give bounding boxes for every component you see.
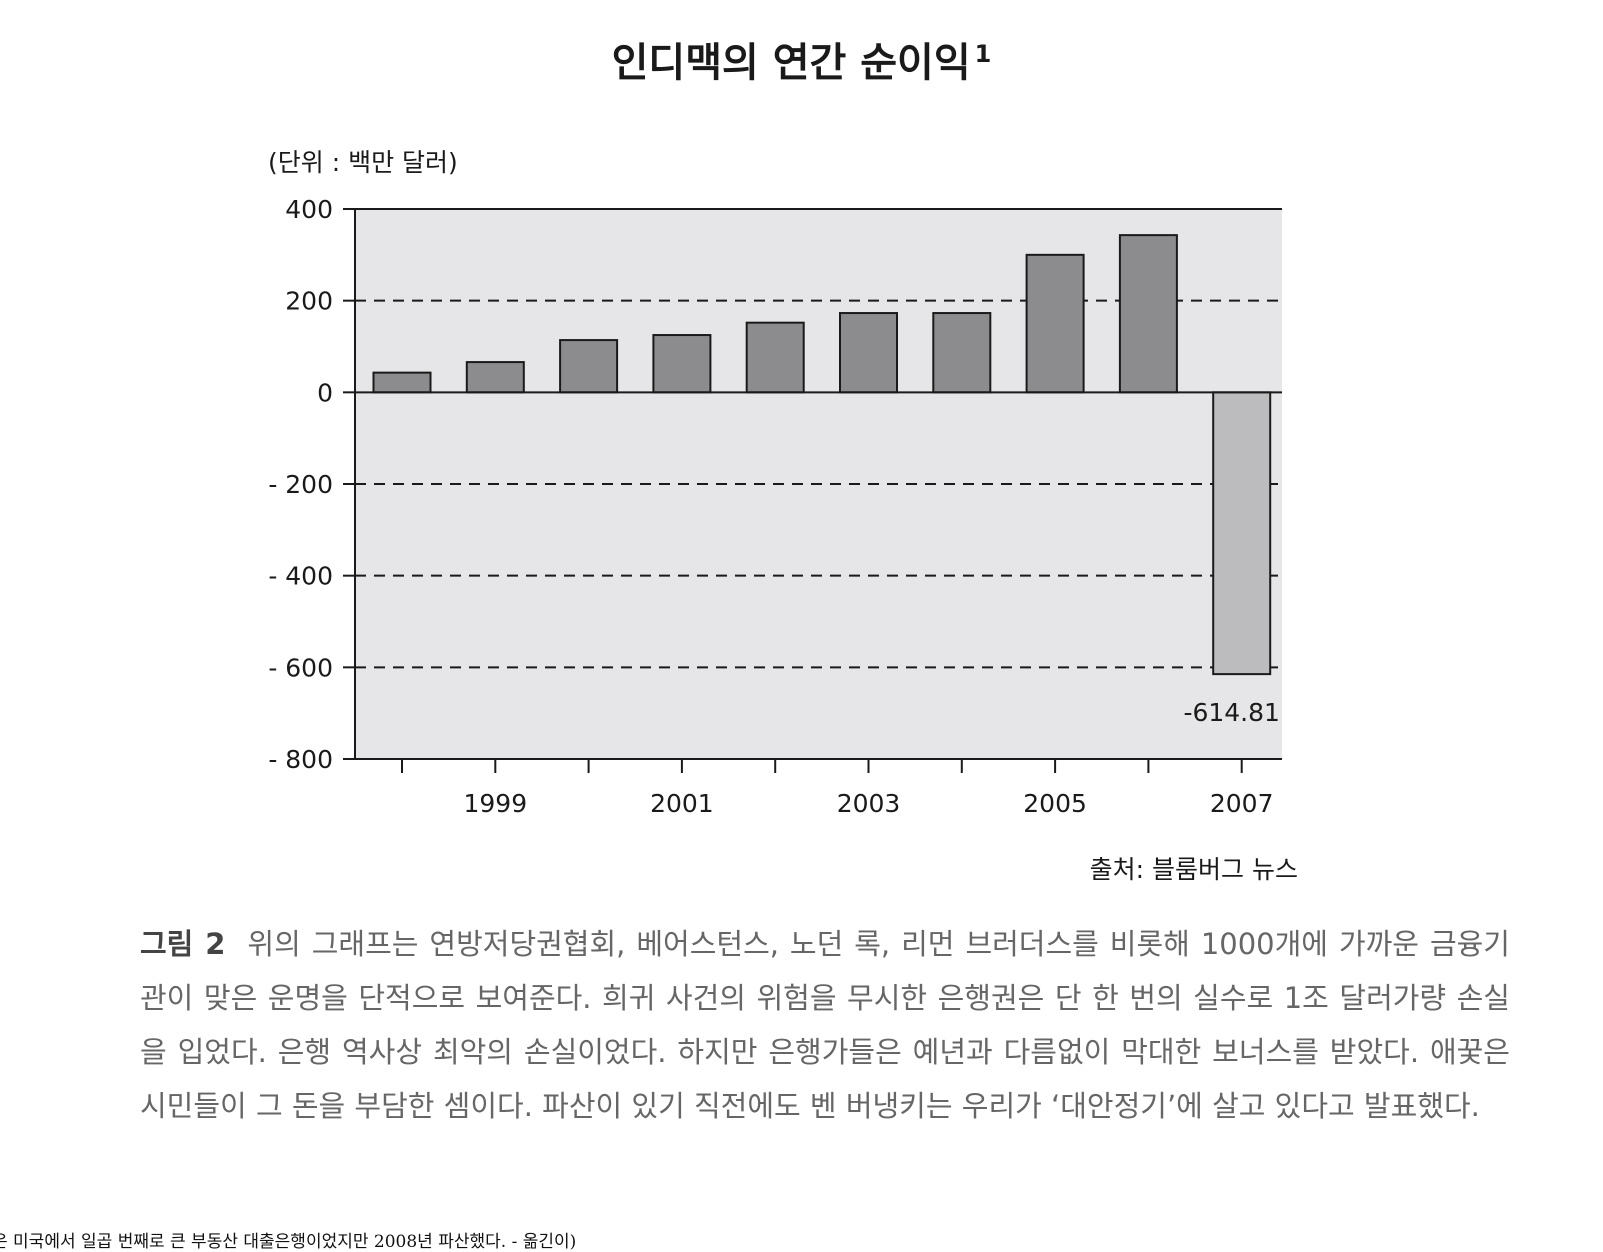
bar-2006 — [1118, 234, 1178, 394]
bar-2005 — [1025, 253, 1085, 394]
title-footnote-mark: 1 — [974, 39, 992, 68]
x-tick-label: 2005 — [1023, 789, 1087, 818]
unit-label: (단위 : 백만 달러) — [268, 148, 458, 177]
x-tick-label: 2001 — [650, 789, 714, 818]
y-tick-label: - 400 — [268, 562, 333, 591]
bar-2003 — [839, 312, 898, 394]
footnote: 은 미국에서 일곱 번째로 큰 부동산 대출은행이었지만 2008년 파산했다.… — [0, 1232, 577, 1252]
source-label: 출처: 블룸버그 뉴스 — [1089, 855, 1298, 884]
y-tick-label: 200 — [285, 287, 333, 316]
bar-2001 — [652, 334, 712, 394]
x-tick-label: 2003 — [837, 789, 901, 818]
caption-text: 위의 그래프는 연방저당권협회, 베어스턴스, 노던 록, 리먼 브러더스를 비… — [140, 927, 1510, 1123]
y-tick-label: 400 — [285, 195, 333, 224]
chart-title-text: 인디맥의 연간 순이익 — [611, 40, 971, 86]
bar-chart: 400 200 0 - 200 - 400 - 600 - 800 1999 2001 2003 2… — [268, 195, 1282, 818]
x-tick-label: 2007 — [1210, 789, 1274, 818]
figure-label: 그림 2 — [140, 927, 226, 961]
bar-2000 — [559, 339, 619, 394]
y-tick-label: - 800 — [268, 745, 333, 774]
bar-2002 — [745, 321, 805, 394]
y-tick-label: - 200 — [268, 470, 333, 499]
bar-1998 — [372, 371, 432, 394]
y-tick-label: - 600 — [268, 653, 333, 682]
chart-title: 인디맥의 연간 순이익 1 — [0, 30, 1603, 88]
y-tick-label: 0 — [317, 378, 333, 407]
data-label-2007: -614.81 — [1183, 698, 1280, 727]
bar-2004 — [932, 312, 992, 394]
bar-2007 — [1212, 391, 1272, 676]
figure-caption: 그림 2 위의 그래프는 연방저당권협회, 베어스턴스, 노던 록, 리먼 브러더… — [140, 917, 1510, 1133]
x-tick-label: 1999 — [463, 789, 527, 818]
bar-1999 — [465, 361, 525, 394]
